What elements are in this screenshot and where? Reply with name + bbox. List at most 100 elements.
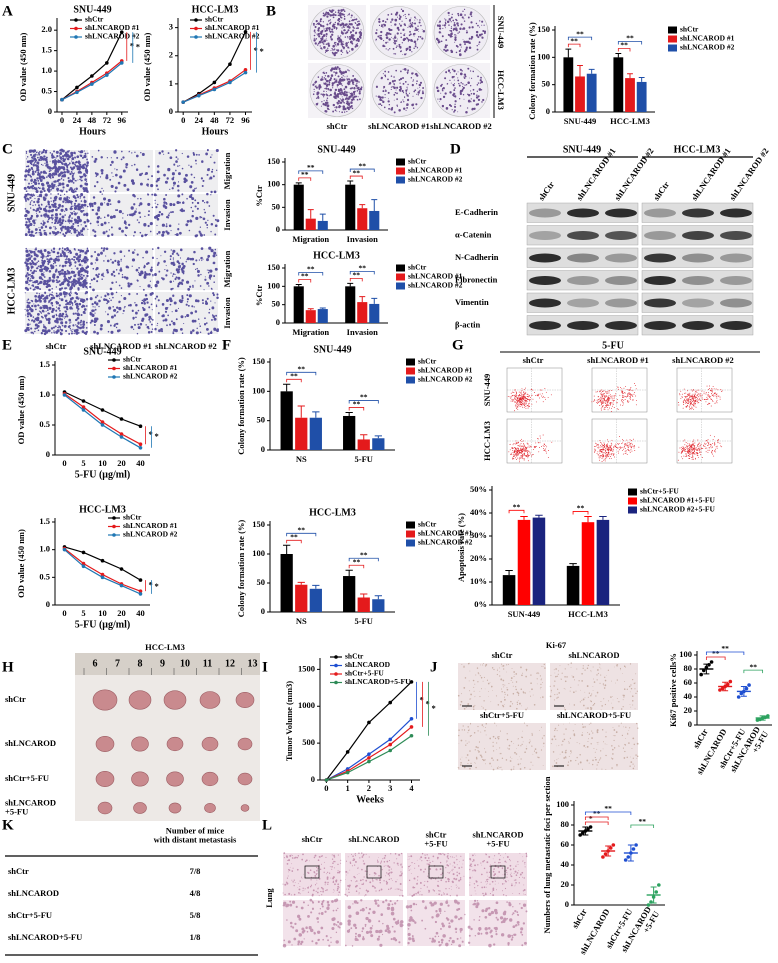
x-tick-label: 3 <box>388 783 392 793</box>
significance-bracket <box>348 407 365 411</box>
y-tick-label: 50 <box>257 415 266 425</box>
data-point <box>388 748 393 753</box>
y-tick-label: 2 <box>169 50 173 60</box>
significance-label: ** <box>513 503 521 512</box>
x-tick-label: 72 <box>226 115 235 125</box>
y-tick-label: 1.5 <box>39 516 50 526</box>
bar <box>586 73 597 112</box>
data-point <box>588 825 593 829</box>
column-label: shCtr <box>327 121 348 131</box>
legend-marker <box>74 18 78 22</box>
cell-dots <box>24 247 90 292</box>
legend-label: shLNCAROD #2 <box>408 175 463 184</box>
y-tick-label: 10% <box>470 576 487 586</box>
x-tick-label: 20 <box>117 458 126 468</box>
data-point <box>603 852 608 856</box>
x-tick-label: 0 <box>62 608 66 618</box>
blot-band <box>567 253 599 263</box>
y-tick-label: 100 <box>556 799 569 809</box>
data-point <box>388 700 393 705</box>
y-axis-label: Colony formation rate (%) <box>236 520 246 618</box>
ruler-number: 6 <box>93 658 98 669</box>
tumor <box>240 804 250 812</box>
blot-band <box>529 253 561 263</box>
significance-label: ** <box>353 400 361 409</box>
flow-quadrants <box>677 419 732 463</box>
blot-band <box>720 298 752 308</box>
data-point <box>105 61 109 65</box>
bar <box>372 438 385 450</box>
data-point <box>119 30 124 35</box>
error-bar <box>319 307 326 310</box>
bar <box>532 517 546 605</box>
bar <box>295 584 308 612</box>
significance-label: ** <box>290 372 298 381</box>
bar <box>357 597 370 612</box>
significance-label: ** <box>593 809 601 818</box>
flow-dots <box>594 436 640 462</box>
chart-title: SNU-449 <box>317 144 355 155</box>
y-tick-label: 1000 <box>298 700 315 710</box>
x-axis-label: Hours <box>79 126 106 137</box>
legend-label: shCtr <box>680 25 699 34</box>
legend-label: shLNCAROD <box>345 660 391 669</box>
tumor <box>128 690 152 710</box>
y-tick-label: 60 <box>561 839 570 849</box>
x-axis-label: 5-FU (μg/ml) <box>75 469 130 480</box>
legend-swatch <box>668 26 677 34</box>
flow-quadrants <box>507 368 562 412</box>
panel-letter: G <box>452 337 464 353</box>
error-bar <box>577 65 583 77</box>
transwell-image <box>155 150 218 192</box>
error-bar <box>638 77 645 82</box>
bar <box>295 417 308 450</box>
cell-dots <box>89 247 154 292</box>
y-tick-label: 0 <box>276 224 280 234</box>
row-label: SNU-449 <box>496 16 506 49</box>
data-point <box>181 100 185 104</box>
error-bar <box>347 180 354 185</box>
data-point <box>100 572 105 577</box>
data-point <box>345 770 350 775</box>
significance-bracket <box>630 824 655 828</box>
legend-label: shLNCAROD #2 <box>123 530 178 539</box>
bar <box>309 588 322 612</box>
tumor <box>131 771 149 787</box>
y-tick-label: 150 <box>252 519 265 529</box>
blot-band <box>644 253 676 263</box>
bar <box>305 218 316 230</box>
x-tick-label: 5 <box>81 608 85 618</box>
lung-texture <box>469 852 528 897</box>
data-point <box>345 750 350 754</box>
data-point <box>105 73 109 77</box>
legend-label: shCtr <box>123 513 142 522</box>
x-tick-label: 72 <box>103 115 112 125</box>
data-point <box>100 408 105 412</box>
data-point <box>75 85 79 90</box>
blot-band <box>682 253 714 263</box>
y-axis-label: Apoptosis rate (%) <box>456 513 466 582</box>
panel-label: shCtr <box>492 650 513 660</box>
significance-label: ** <box>298 365 306 374</box>
significance-bracket <box>567 36 593 41</box>
blot-strip <box>641 292 754 313</box>
data-point <box>119 61 124 65</box>
significance-bracket <box>286 371 317 376</box>
chart-title: SNU-449 <box>313 344 351 355</box>
data-point <box>646 903 651 907</box>
panel-letter: K <box>2 817 14 833</box>
table-cell: 7/8 <box>190 866 201 876</box>
significance-label: ** <box>577 504 585 513</box>
legend-label: shCtr <box>345 652 364 661</box>
legend-swatch <box>406 358 415 366</box>
row-label: HCC-LM3 <box>482 421 492 461</box>
zoom-box <box>366 865 382 879</box>
error-bar <box>584 515 592 523</box>
error-bar <box>345 569 353 577</box>
y-tick-label: 20 <box>561 879 570 889</box>
error-bar <box>588 68 595 74</box>
y-axis-label: Tumor Volume (mm3) <box>284 681 294 761</box>
tissue-texture <box>550 722 639 770</box>
table-cell: shCtr <box>8 866 29 876</box>
y-tick-label: 0 <box>276 317 280 327</box>
